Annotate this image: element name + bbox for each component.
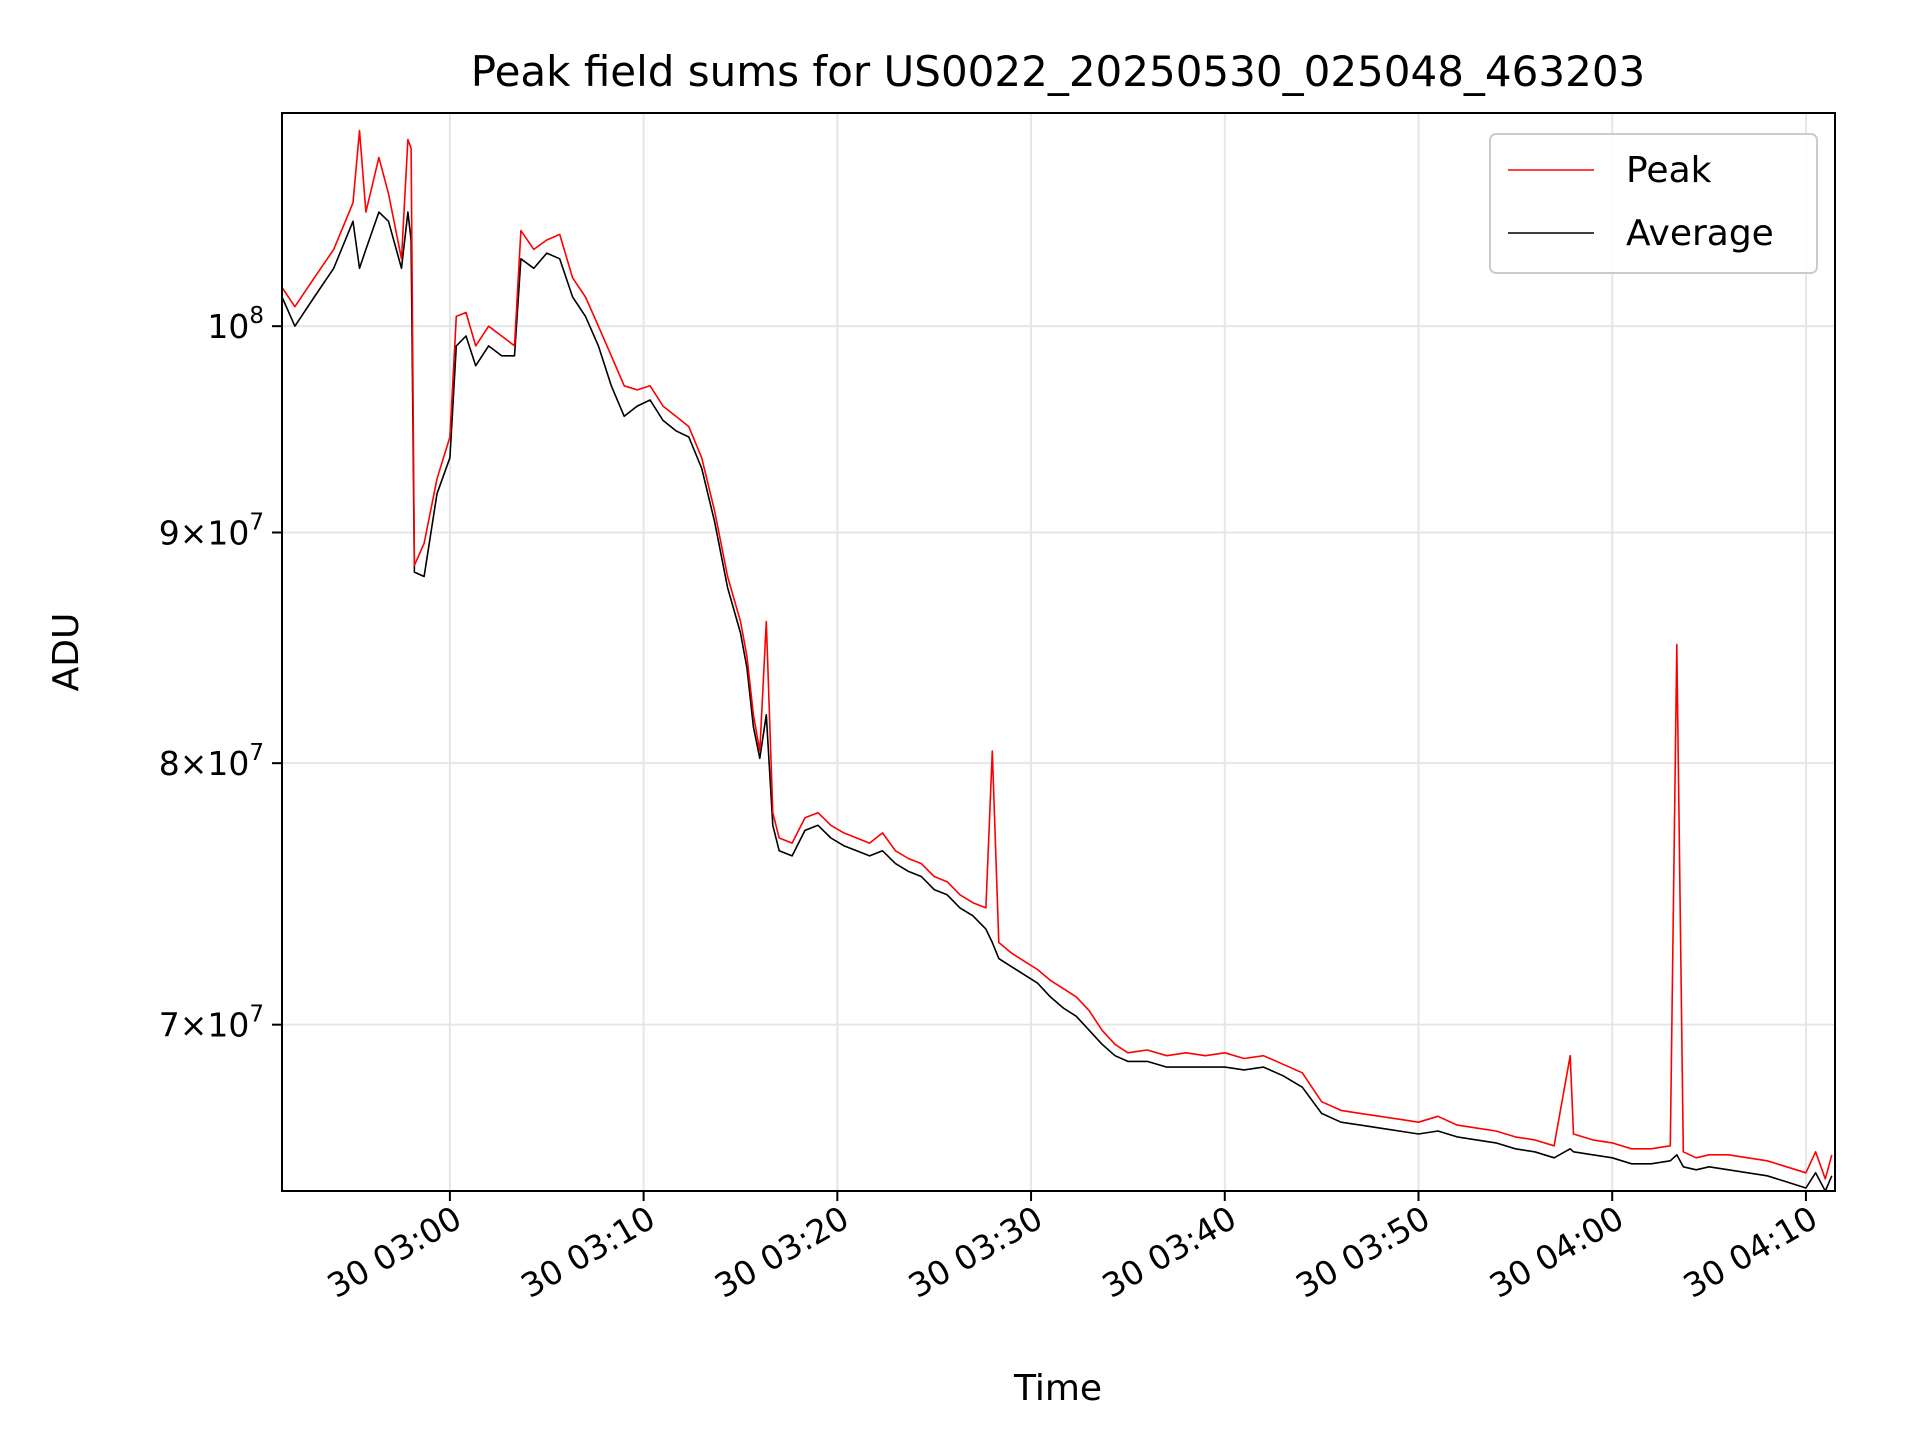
y-tick-label-base: 8×10 xyxy=(159,744,250,783)
legend-label-average: Average xyxy=(1626,213,1774,254)
y-tick-label: 7×107 xyxy=(159,1002,264,1045)
grid xyxy=(282,113,1835,1191)
y-tick-label: 108 xyxy=(207,303,264,346)
y-tick-label-base: 9×10 xyxy=(159,514,250,553)
y-tick-label-exponent: 7 xyxy=(249,1002,264,1028)
chart-title: Peak field sums for US0022_20250530_0250… xyxy=(471,47,1646,96)
y-tick-label: 9×107 xyxy=(159,510,264,553)
y-axis-label: ADU xyxy=(46,613,87,692)
legend: Peak Average xyxy=(1489,133,1818,274)
series-line-average xyxy=(281,211,1833,1192)
legend-box xyxy=(1489,133,1818,274)
y-tick-label-exponent: 7 xyxy=(249,510,264,536)
plot-frame xyxy=(281,112,1836,1192)
x-axis-label: Time xyxy=(1013,1368,1102,1409)
y-tick-label-exponent: 7 xyxy=(249,740,264,766)
series-line-peak xyxy=(281,129,1833,1180)
legend-label-peak: Peak xyxy=(1626,150,1712,191)
y-tick-label: 8×107 xyxy=(159,740,264,783)
plot-area xyxy=(281,129,1833,1192)
y-tick-label-exponent: 8 xyxy=(249,303,264,329)
y-tick-label-base: 10 xyxy=(207,307,249,346)
y-tick-label-base: 7×10 xyxy=(159,1006,250,1045)
